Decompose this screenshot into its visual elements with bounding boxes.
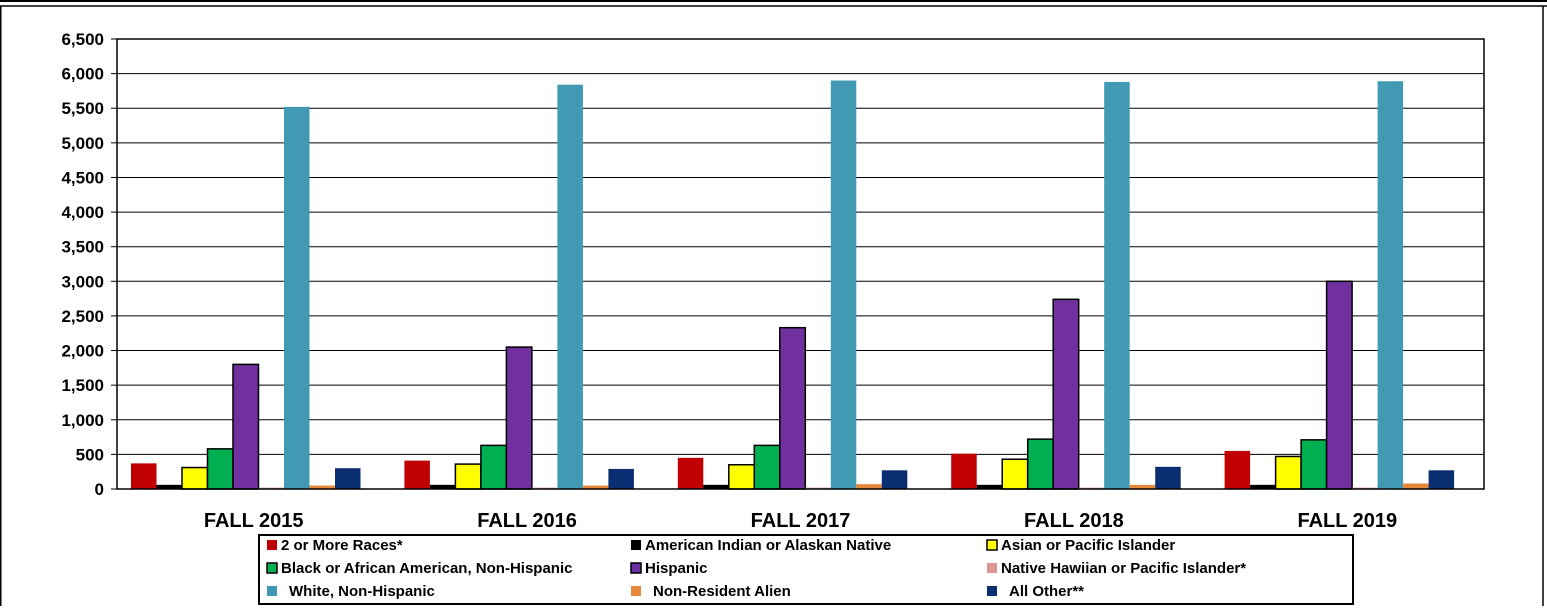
bar-white-non-hispanic-fall-2017 [830, 80, 857, 490]
bar-2-or-more-races-fall-2015 [131, 463, 157, 489]
bar-hispanic-fall-2016 [505, 346, 533, 490]
legend-box [258, 534, 1354, 605]
bar-white-non-hispanic-fall-2018 [1104, 81, 1130, 489]
bar-all-other-fall-2018 [1155, 466, 1181, 489]
legend-swatch-non-resident-alien [631, 586, 641, 596]
legend-swatch-white-non-hispanic [267, 586, 277, 596]
y-tick-label: 1,500 [61, 376, 104, 395]
bar-non-resident-alien-fall-2017 [856, 484, 882, 489]
gridlines [117, 38, 1484, 455]
bar-american-indian-or-alaskan-native-fall-2019 [1250, 484, 1276, 489]
bar-american-indian-or-alaskan-native-fall-2017 [703, 484, 729, 489]
x-tick-label: FALL 2019 [1297, 510, 1397, 532]
bar-all-other-fall-2019 [1428, 470, 1455, 489]
bar-white-non-hispanic-fall-2015 [284, 106, 310, 489]
bar-non-resident-alien-fall-2015 [309, 485, 335, 489]
x-tick-label: FALL 2018 [1024, 510, 1124, 532]
y-tick-label: 2,500 [61, 307, 104, 326]
y-tick-label: 4,000 [61, 203, 104, 222]
bar-hispanic-fall-2017 [779, 326, 807, 490]
legend-label-2-or-more-races: 2 or More Races* [281, 537, 403, 554]
bar-non-resident-alien-fall-2018 [1129, 484, 1156, 489]
bar-white-non-hispanic-fall-2016 [557, 84, 583, 489]
bar-asian-or-pacific-islander-fall-2015 [181, 466, 209, 490]
bar-non-resident-alien-fall-2019 [1403, 483, 1429, 489]
legend-label-black-or-african-american-non-hispanic: Black or African American, Non-Hispanic [281, 560, 572, 577]
legend-swatch-hispanic [630, 562, 642, 574]
x-tick-label: FALL 2016 [477, 510, 577, 532]
bar-2-or-more-races-fall-2019 [1224, 450, 1251, 489]
bar-all-other-fall-2017 [881, 470, 908, 489]
legend: 2 or More Races* American Indian or Alask… [258, 534, 1354, 605]
bar-all-other-fall-2016 [608, 468, 634, 489]
y-tick-label: 2,000 [61, 342, 104, 361]
bar-american-indian-or-alaskan-native-fall-2015 [156, 484, 182, 489]
axes: 0 500 1,000 1,500 2,000 2,500 3,000 3,500 4,000 4… [61, 30, 1485, 532]
bar-black-or-african-american-non-hispanic-fall-2017 [753, 444, 781, 490]
legend-label-native-hawiian-or-pacific-islander: Native Hawiian or Pacific Islander* [1001, 560, 1246, 577]
y-tick-label: 3,500 [61, 238, 104, 257]
legend-swatch-2-or-more-races [267, 540, 277, 550]
bar-black-or-african-american-non-hispanic-fall-2016 [480, 444, 508, 490]
legend-swatch-american-indian-or-alaskan-native [631, 540, 641, 550]
y-tick-label: 3,000 [61, 272, 104, 291]
bar-black-or-african-american-non-hispanic-fall-2015 [206, 448, 234, 490]
bars [131, 80, 1455, 490]
legend-label-asian-or-pacific-islander: Asian or Pacific Islander [1001, 537, 1175, 554]
bar-american-indian-or-alaskan-native-fall-2018 [976, 484, 1003, 489]
legend-swatch-all-other [987, 586, 997, 596]
y-tick-label: 0 [95, 480, 104, 499]
legend-swatch-black-or-african-american-non-hispanic [266, 562, 278, 574]
x-tick-label: FALL 2017 [751, 510, 851, 532]
y-tick-label: 1,000 [61, 411, 104, 430]
bar-2-or-more-races-fall-2016 [404, 460, 430, 489]
legend-swatch-native-hawiian-or-pacific-islander [987, 563, 997, 573]
y-tick-label: 6,000 [61, 65, 104, 84]
bar-asian-or-pacific-islander-fall-2017 [728, 464, 756, 490]
plot-area-border [116, 38, 1485, 490]
bar-black-or-african-american-non-hispanic-fall-2018 [1026, 438, 1054, 490]
y-tick-label: 5,500 [61, 99, 104, 118]
y-tick-label: 5,000 [61, 134, 104, 153]
bar-asian-or-pacific-islander-fall-2018 [1001, 458, 1029, 490]
bar-black-or-african-american-non-hispanic-fall-2019 [1300, 439, 1328, 490]
bar-non-resident-alien-fall-2016 [582, 485, 609, 489]
legend-label-white-non-hispanic: White, Non-Hispanic [289, 583, 435, 600]
bar-american-indian-or-alaskan-native-fall-2016 [429, 484, 456, 489]
y-tick-label: 500 [76, 445, 104, 464]
legend-label-american-indian-or-alaskan-native: American Indian or Alaskan Native [645, 537, 891, 554]
legend-label-all-other: All Other** [1009, 583, 1084, 600]
bar-all-other-fall-2015 [335, 468, 361, 489]
legend-swatch-asian-or-pacific-islander [986, 539, 998, 551]
bar-white-non-hispanic-fall-2019 [1377, 81, 1404, 489]
bar-hispanic-fall-2015 [232, 363, 260, 490]
bar-2-or-more-races-fall-2017 [677, 457, 704, 489]
y-tick-label: 4,500 [61, 168, 104, 187]
bar-asian-or-pacific-islander-fall-2019 [1274, 455, 1302, 490]
bar-hispanic-fall-2019 [1325, 280, 1353, 490]
x-tick-label: FALL 2015 [204, 510, 304, 532]
bar-2-or-more-races-fall-2018 [951, 453, 977, 489]
y-tick-label: 6,500 [61, 30, 104, 49]
bar-asian-or-pacific-islander-fall-2016 [454, 463, 482, 490]
legend-label-hispanic: Hispanic [645, 560, 708, 577]
bar-hispanic-fall-2018 [1052, 298, 1080, 490]
legend-label-non-resident-alien: Non-Resident Alien [653, 583, 791, 600]
